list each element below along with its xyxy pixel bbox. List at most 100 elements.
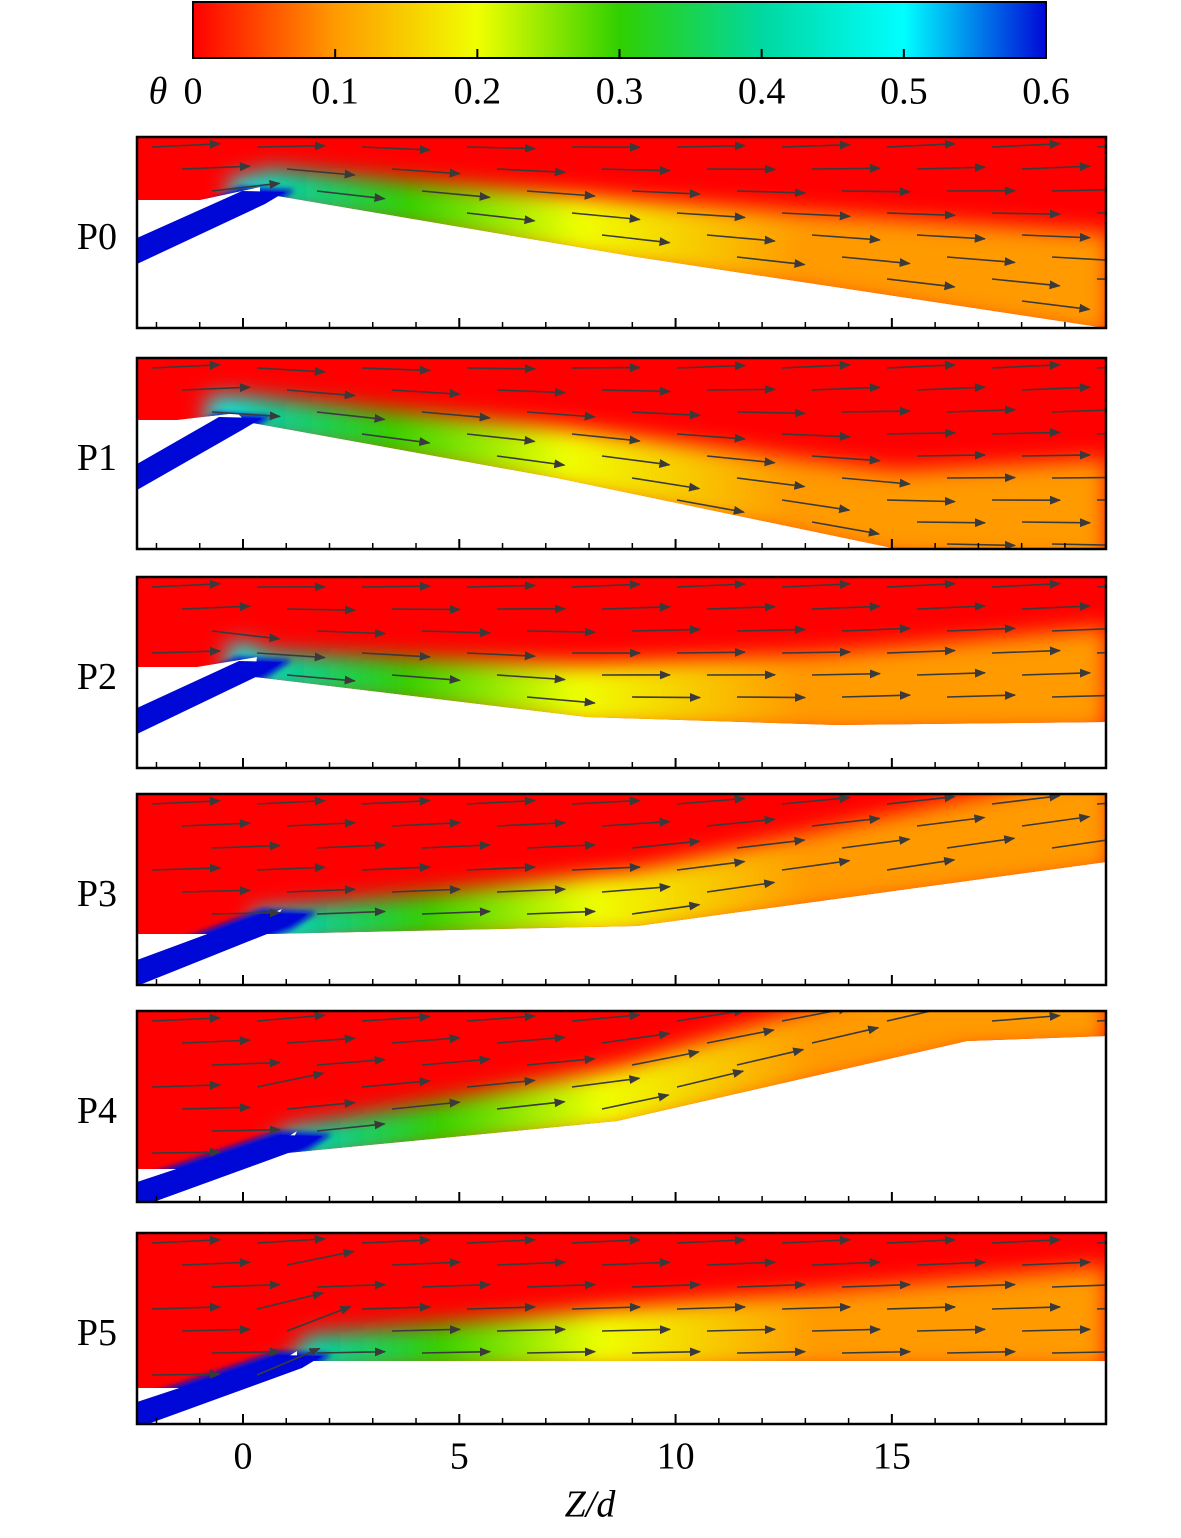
velocity-arrow (496, 1258, 567, 1268)
velocity-arrow (736, 836, 806, 849)
panel-label: P4 (77, 1090, 117, 1132)
velocity-arrow (811, 602, 882, 612)
velocity-arrow (361, 145, 432, 155)
velocity-arrow (1021, 300, 1091, 313)
velocity-arrow (286, 389, 356, 400)
velocity-arrow (886, 1302, 957, 1312)
velocity-arrow (1021, 1258, 1092, 1268)
velocity-arrow (631, 837, 701, 849)
panel-frame (135, 135, 1108, 330)
panel-frame (135, 1009, 1108, 1204)
velocity-arrow (526, 190, 596, 200)
panel (137, 1233, 1106, 1424)
velocity-arrow (811, 234, 881, 244)
velocity-arrow (811, 1258, 882, 1268)
velocity-arrow (286, 885, 357, 895)
velocity-arrow (781, 1302, 852, 1312)
jet-core (137, 1135, 322, 1202)
velocity-arrow (361, 796, 432, 806)
panel-label: P1 (77, 437, 117, 479)
velocity-arrow (316, 907, 387, 917)
velocity-arrow (256, 1234, 326, 1244)
velocity-arrow (1021, 813, 1091, 827)
x-tick-label: 10 (657, 1436, 695, 1478)
velocity-arrow (421, 190, 491, 201)
velocity-arrow (781, 794, 851, 805)
velocity-arrow (781, 579, 852, 589)
x-tick-label: 15 (873, 1436, 911, 1478)
velocity-arrow (571, 212, 641, 223)
velocity-arrow (421, 907, 492, 917)
velocity-arrow (946, 835, 1016, 849)
velocity-arrow (811, 521, 881, 537)
velocity-arrow (916, 450, 987, 460)
colorbar-tick-label: 0.1 (311, 71, 359, 113)
colorbar-tick-label: 0 (184, 71, 203, 113)
velocity-arrow (1051, 409, 1106, 413)
velocity-arrow (466, 863, 537, 872)
velocity-arrow (526, 1055, 596, 1066)
velocity-arrow (811, 383, 882, 393)
velocity-arrow (781, 360, 852, 370)
velocity-arrow (211, 841, 282, 851)
velocity-arrow (256, 141, 327, 151)
velocity-arrow (706, 602, 777, 612)
velocity-arrow (811, 1325, 882, 1335)
velocity-arrow (421, 840, 492, 850)
velocity-arrow (151, 1080, 222, 1090)
velocity-arrow (886, 646, 957, 656)
velocity-arrow (151, 579, 222, 589)
velocity-arrow (286, 674, 356, 685)
velocity-arrow (1021, 668, 1092, 678)
velocity-arrow (526, 907, 597, 917)
velocity-arrow (991, 428, 1062, 438)
velocity-arrow (706, 455, 776, 467)
x-tick-label: 0 (233, 1436, 252, 1478)
velocity-arrow (886, 579, 957, 589)
velocity-arrow (181, 602, 252, 612)
velocity-arrow (391, 604, 462, 614)
velocity-arrow (706, 879, 776, 893)
velocity-arrow (706, 234, 776, 245)
velocity-arrow (151, 796, 222, 806)
velocity-arrow (736, 625, 807, 635)
velocity-arrow (676, 499, 746, 515)
velocity-arrow (916, 383, 987, 393)
velocity-arrow (391, 168, 461, 178)
velocity-arrow (631, 625, 702, 635)
velocity-arrow (991, 1235, 1062, 1245)
velocity-arrow (421, 628, 492, 638)
panel (137, 577, 1106, 734)
velocity-arrow (841, 256, 911, 268)
velocity-arrow (706, 1325, 777, 1335)
velocity-arrow (496, 1033, 566, 1044)
velocity-arrow (466, 1235, 537, 1245)
velocity-arrow (526, 696, 596, 707)
velocity-arrow (991, 278, 1061, 290)
velocity-arrow (256, 796, 327, 806)
velocity-arrow (211, 1125, 282, 1135)
velocity-arrow (151, 646, 222, 656)
velocity-arrow (886, 278, 956, 291)
velocity-arrow (256, 1011, 326, 1022)
velocity-arrow (886, 139, 957, 149)
velocity-arrow (361, 1077, 431, 1088)
velocity-arrow (181, 1036, 252, 1046)
velocity-arrow (676, 858, 746, 871)
velocity-arrow (421, 1280, 492, 1290)
velocity-arrow (151, 863, 222, 873)
velocity-arrow (571, 796, 642, 806)
velocity-arrow (991, 1011, 1061, 1022)
velocity-arrow (211, 630, 281, 643)
velocity-arrow (571, 1075, 641, 1088)
velocity-arrow (946, 624, 1017, 634)
velocity-arrow (991, 646, 1062, 656)
velocity-arrow (781, 1235, 852, 1245)
velocity-arrow (526, 411, 596, 421)
velocity-arrow (991, 794, 1061, 805)
velocity-arrow (466, 581, 537, 591)
velocity-arrow (391, 1034, 461, 1044)
velocity-arrow (1051, 256, 1106, 261)
velocity-arrow (886, 428, 957, 438)
velocity-arrow (811, 1025, 880, 1044)
